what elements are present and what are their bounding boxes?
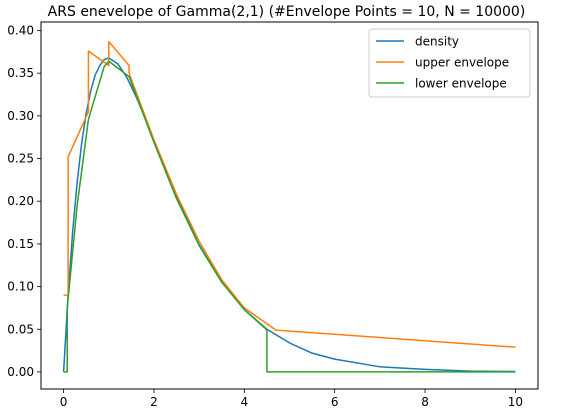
x-tick-label: 8 — [421, 395, 429, 409]
y-tick-label: 0.00 — [7, 365, 34, 379]
y-tick-label: 0.35 — [7, 66, 34, 80]
plot-frame — [40, 21, 539, 390]
x-axis: 0 2 4 6 8 10 — [60, 389, 523, 409]
x-tick-label: 6 — [331, 395, 339, 409]
y-tick-label: 0.10 — [7, 280, 34, 294]
y-tick-label: 0.20 — [7, 194, 34, 208]
x-tick-label: 2 — [150, 395, 158, 409]
chart-title: ARS enevelope of Gamma(2,1) (#Envelope P… — [48, 4, 526, 20]
series-line-density — [62, 57, 516, 373]
series-line-lower-envelope — [63, 60, 516, 373]
x-tick-label: 0 — [60, 395, 68, 409]
legend-label: density — [415, 35, 459, 49]
y-tick-label: 0.05 — [7, 322, 34, 336]
y-axis: 0.00 0.05 0.10 0.15 0.20 0.25 0.30 0.35 0.40 — [7, 24, 41, 379]
y-tick-label: 0.25 — [7, 152, 34, 166]
legend-label: lower envelope — [415, 77, 507, 91]
y-tick-label: 0.15 — [7, 237, 34, 251]
y-tick-label: 0.40 — [7, 24, 34, 38]
legend-label: upper envelope — [415, 56, 509, 70]
series-line-upper-envelope — [63, 40, 516, 348]
x-tick-label: 10 — [508, 395, 523, 409]
y-tick-label: 0.30 — [7, 109, 34, 123]
plot-area — [62, 40, 516, 373]
legend: density upper envelope lower envelope — [368, 28, 531, 98]
x-tick-label: 4 — [240, 395, 248, 409]
legend-box — [368, 28, 531, 98]
